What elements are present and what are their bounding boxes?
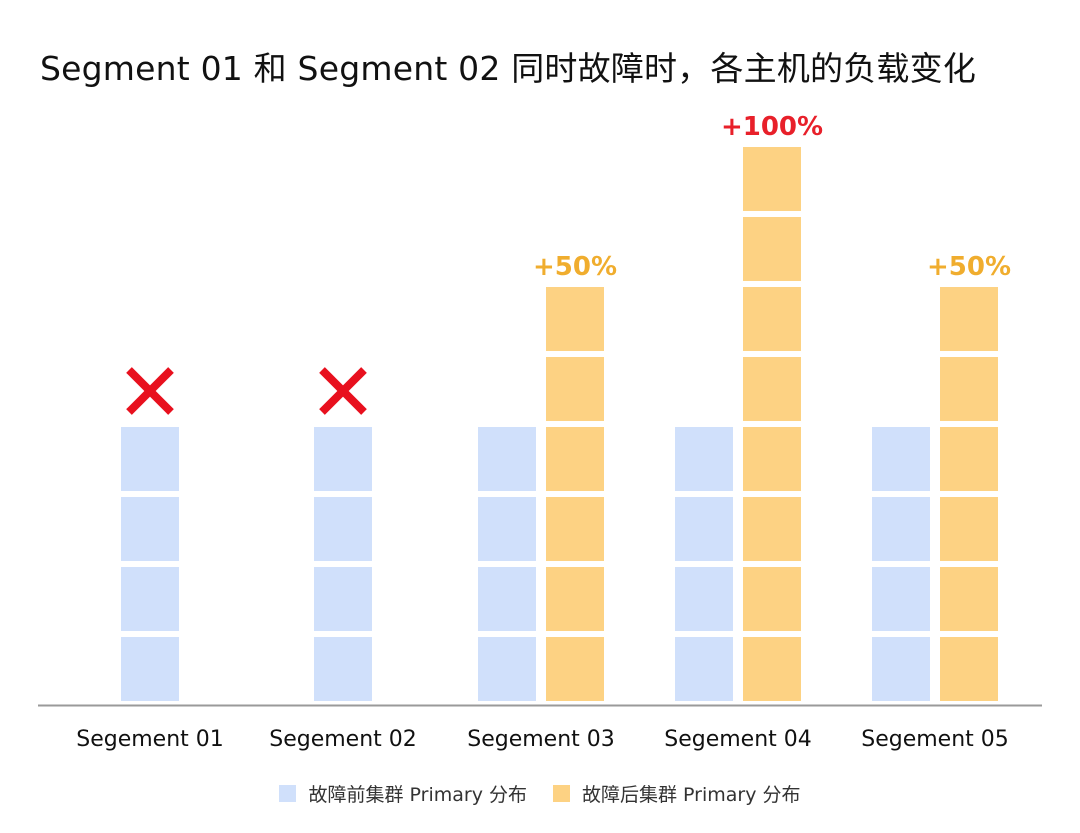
- data-label-change: +50%: [533, 252, 617, 282]
- failed-x-icon: [126, 367, 174, 415]
- bar-after-block: [546, 497, 604, 561]
- bar-after-block: [743, 217, 801, 281]
- legend-swatch-after: [553, 785, 570, 802]
- bar-before-block: [478, 427, 536, 491]
- bar-chart: Segement 01 Segement 02 +50% Segement 03 +10…: [38, 112, 1042, 752]
- bar-after-block: [743, 497, 801, 561]
- bar-after-block: [546, 287, 604, 351]
- bar-before-block: [675, 497, 733, 561]
- bar-before-block: [872, 427, 930, 491]
- bar-after-block: [940, 287, 998, 351]
- chart-legend: 故障前集群 Primary 分布 故障后集群 Primary 分布: [0, 780, 1080, 807]
- bar-before-block: [314, 637, 372, 701]
- x-tick-label: Segement 05: [861, 727, 1009, 752]
- bar-after-block: [546, 637, 604, 701]
- bar-before-block: [121, 497, 179, 561]
- bar-after-block: [743, 567, 801, 631]
- bar-after-block: [546, 427, 604, 491]
- bar-before-block: [872, 497, 930, 561]
- bar-before-block: [121, 427, 179, 491]
- chart-title: Segment 01 和 Segment 02 同时故障时，各主机的负载变化: [40, 49, 977, 88]
- bar-after-block: [940, 497, 998, 561]
- bar-after-block: [546, 357, 604, 421]
- bar-after-block: [743, 287, 801, 351]
- bar-after-block: [546, 567, 604, 631]
- bar-before-block: [314, 427, 372, 491]
- bar-after-block: [743, 427, 801, 491]
- bar-after-block: [940, 357, 998, 421]
- bar-before-block: [314, 497, 372, 561]
- bar-after-block: [940, 567, 998, 631]
- bar-before-block: [478, 567, 536, 631]
- legend-swatch-before: [279, 785, 297, 802]
- bar-after-block: [940, 427, 998, 491]
- x-tick-label: Segement 03: [467, 727, 615, 752]
- bar-after-block: [743, 637, 801, 701]
- bar-before-block: [675, 637, 733, 701]
- bar-before-block: [478, 497, 536, 561]
- bar-before-block: [675, 567, 733, 631]
- bar-before-block: [872, 637, 930, 701]
- bar-before-block: [478, 637, 536, 701]
- x-tick-label: Segement 01: [76, 727, 224, 752]
- legend-item-after: 故障后集群 Primary 分布: [553, 780, 801, 807]
- bar-before-block: [675, 427, 733, 491]
- bar-after-block: [743, 147, 801, 211]
- bar-after-block: [743, 357, 801, 421]
- bar-before-block: [121, 567, 179, 631]
- bar-before-block: [121, 637, 179, 701]
- x-tick-label: Segement 02: [269, 727, 417, 752]
- bar-before-block: [872, 567, 930, 631]
- failed-x-icon: [319, 367, 367, 415]
- bar-after-block: [940, 637, 998, 701]
- legend-label-after: 故障后集群 Primary 分布: [582, 784, 801, 806]
- data-label-change: +100%: [721, 112, 823, 142]
- data-label-change: +50%: [927, 252, 1011, 282]
- bar-before-block: [314, 567, 372, 631]
- legend-item-before: 故障前集群 Primary 分布: [279, 780, 527, 807]
- x-tick-label: Segement 04: [664, 727, 812, 752]
- legend-label-before: 故障前集群 Primary 分布: [308, 784, 527, 806]
